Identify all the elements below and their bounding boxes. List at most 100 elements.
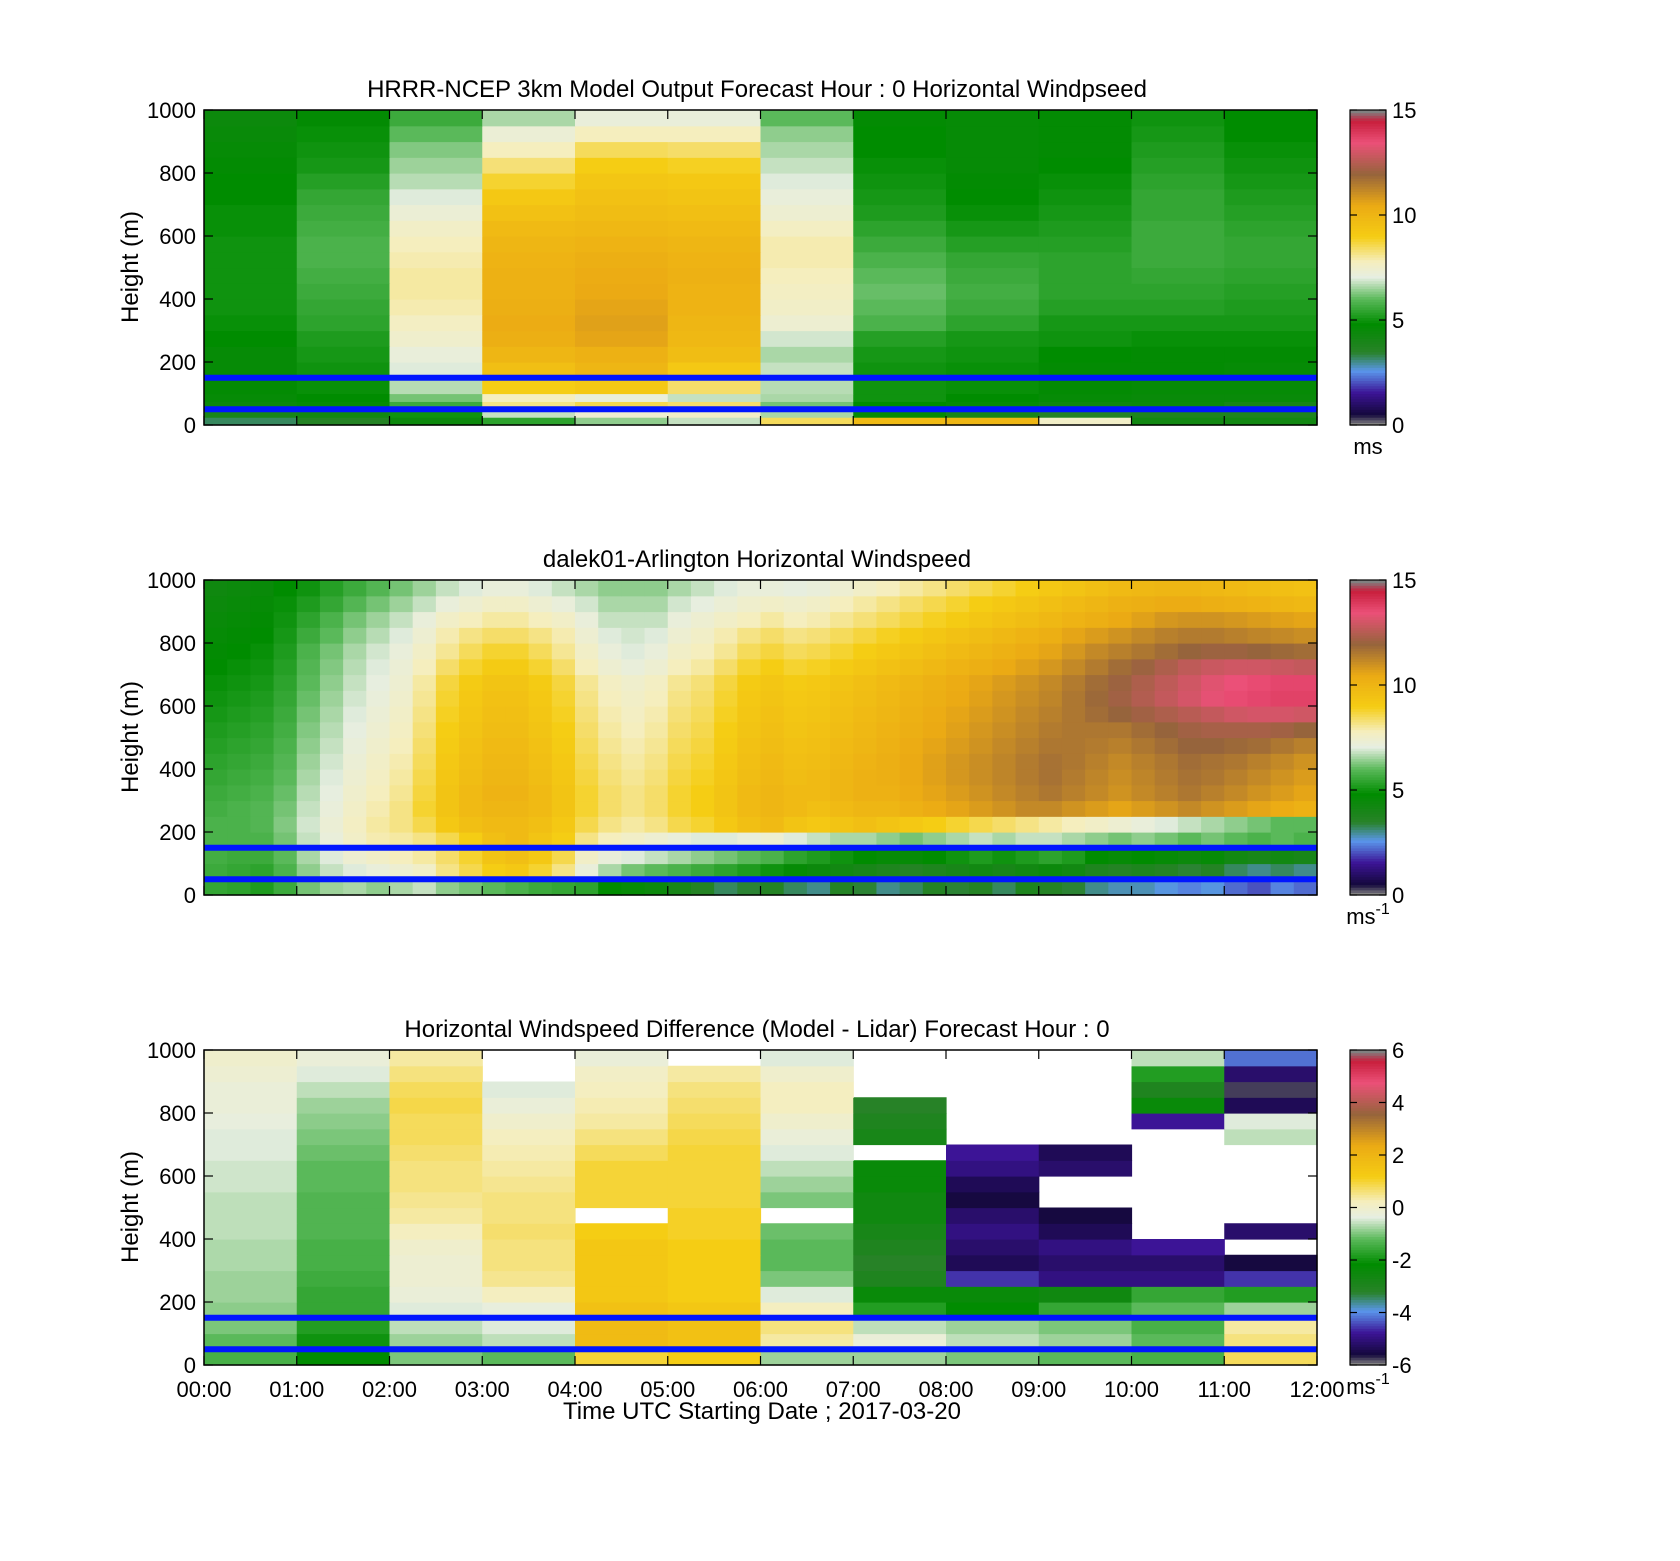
heatmap-cell (366, 611, 391, 628)
heatmap-cell (1224, 401, 1318, 410)
heatmap-cell (1038, 753, 1063, 770)
colorbar-segment (1350, 325, 1386, 329)
heatmap-cell (1154, 879, 1179, 896)
heatmap-cell (946, 784, 970, 802)
heatmap-cell (922, 816, 947, 833)
heatmap-cell (667, 658, 692, 676)
colorbar-segment (1350, 1194, 1386, 1198)
heatmap-cell (760, 236, 854, 253)
heatmap-cell (714, 595, 738, 613)
heatmap-cell (389, 1254, 483, 1272)
heatmap-cell (482, 251, 576, 269)
heatmap-cell (1015, 674, 1040, 691)
heatmap-cell (389, 362, 483, 379)
heatmap-cell (1038, 879, 1063, 896)
heatmap-cell (737, 658, 762, 676)
panel-2-title: dalek01-Arlington Horizontal Windspeed (543, 546, 971, 573)
colorbar-segment (1350, 611, 1386, 615)
heatmap-cell (204, 1128, 298, 1146)
colorbar-segment (1350, 648, 1386, 652)
heatmap-cell (830, 611, 854, 628)
heatmap-cell (853, 595, 878, 613)
heatmap-cell (667, 173, 762, 190)
heatmap-cell (296, 1223, 391, 1240)
heatmap-cell (1224, 611, 1249, 628)
panel-3-title: Horizontal Windspeed Difference (Model -… (404, 1016, 1109, 1043)
heatmap-cell (899, 658, 924, 676)
colorbar-segment (1350, 351, 1386, 355)
heatmap-cell (575, 157, 669, 174)
heatmap-cell (946, 1160, 1040, 1177)
heatmap-cell (644, 816, 669, 833)
heatmap-cell (922, 706, 947, 723)
heatmap-cell (204, 401, 298, 410)
heatmap-cell (690, 863, 715, 880)
heatmap-cell (319, 627, 344, 644)
heatmap-cell (296, 784, 321, 802)
colorbar-segment (1350, 1218, 1386, 1222)
heatmap-cell (667, 800, 692, 817)
heatmap-cell (853, 580, 878, 597)
heatmap-cell (1038, 863, 1063, 880)
heatmap-cell (1247, 832, 1272, 849)
heatmap-cell (319, 847, 344, 865)
heatmap-cell (482, 362, 576, 379)
heatmap-cell (598, 753, 622, 770)
heatmap-cell (389, 141, 483, 158)
heatmap-cell (667, 299, 762, 316)
heatmap-cell (853, 674, 878, 691)
colorbar-segment (1350, 866, 1386, 870)
heatmap-cell (319, 737, 344, 754)
colorbar-segment (1350, 131, 1386, 135)
heatmap-cell (204, 1207, 298, 1224)
heatmap-cell (227, 658, 251, 676)
heatmap-cell (296, 267, 391, 284)
heatmap-cell (1177, 800, 1202, 817)
heatmap-cell (1038, 393, 1133, 402)
heatmap-cell (227, 847, 251, 865)
heatmap-cell (737, 847, 762, 865)
heatmap-cell (1154, 784, 1179, 802)
heatmap-cell (1085, 737, 1109, 754)
heatmap-cell (204, 706, 228, 723)
colorbar-segment (1350, 1346, 1386, 1350)
heatmap-cell (505, 643, 530, 660)
heatmap-cell (690, 847, 715, 865)
colorbar-segment (1350, 1328, 1386, 1332)
heatmap-cell (1038, 1160, 1133, 1177)
heatmap-cell (1224, 1317, 1318, 1335)
heatmap-cell (528, 784, 553, 802)
colorbar-segment (1350, 677, 1386, 681)
colorbar-segment (1350, 215, 1386, 219)
heatmap-cell (204, 377, 298, 395)
heatmap-cell (853, 1254, 947, 1272)
colorbar-segment (1350, 327, 1386, 332)
heatmap-cell (621, 580, 646, 597)
colorbar-segment (1350, 650, 1386, 655)
heatmap-cell (830, 690, 854, 707)
heatmap-cell (922, 643, 947, 660)
heatmap-cell (760, 283, 854, 300)
colorbar-segment (1350, 243, 1386, 248)
colorbar-segment (1350, 1131, 1386, 1135)
heatmap-cell (273, 847, 298, 865)
heatmap-cell (389, 314, 483, 332)
x-tick-label: 02:00 (362, 1377, 417, 1402)
heatmap-cell (1061, 627, 1086, 644)
heatmap-cell (737, 627, 762, 644)
heatmap-cell (621, 800, 646, 817)
heatmap-cell (1224, 1254, 1318, 1272)
heatmap-cell (343, 611, 367, 628)
colorbar-segment (1350, 1212, 1386, 1216)
heatmap-cell (250, 753, 275, 770)
heatmap-cell (1085, 580, 1109, 597)
heatmap-cell (551, 863, 576, 880)
heatmap-cell (946, 737, 970, 754)
heatmap-cell (528, 611, 553, 628)
heatmap-cell (482, 832, 507, 849)
heatmap-cell (922, 800, 947, 817)
heatmap-cell (1293, 658, 1318, 676)
colorbar-frame (1349, 579, 1387, 896)
heatmap-cell (1293, 847, 1318, 865)
heatmap-cell (389, 125, 483, 143)
